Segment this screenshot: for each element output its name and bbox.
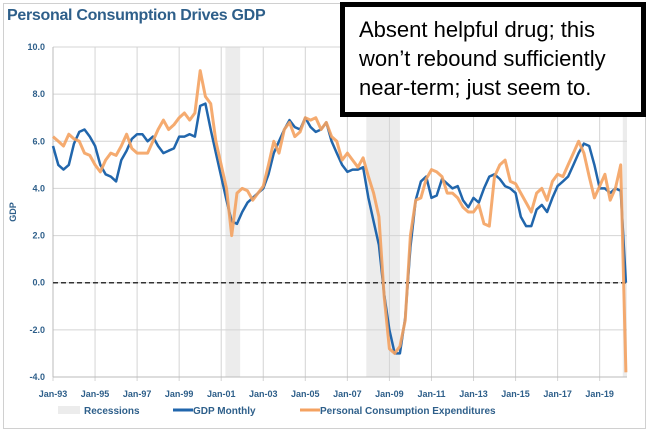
legend-pce-label: Personal Consumption Expenditures xyxy=(320,406,496,417)
legend-gdp-label: GDP Monthly xyxy=(193,406,256,417)
x-tick-label: Jan-03 xyxy=(249,389,278,399)
x-tick-label: Jan-09 xyxy=(375,389,404,399)
x-tick-label: Jan-15 xyxy=(501,389,530,399)
x-tick-label: Jan-93 xyxy=(39,389,68,399)
x-tick-label: Jan-01 xyxy=(207,389,236,399)
y-tick-label: 8.0 xyxy=(32,89,45,99)
y-tick-label: 10.0 xyxy=(27,42,45,52)
y-tick-label: 4.0 xyxy=(32,183,45,193)
x-tick-label: Jan-99 xyxy=(165,389,194,399)
recession-band xyxy=(225,47,241,377)
annotation-box: Absent helpful drug; this won’t rebound … xyxy=(340,2,646,117)
legend-recessions-label: Recessions xyxy=(84,406,140,417)
x-tick-label: Jan-07 xyxy=(333,389,362,399)
y-tick-label: 0.0 xyxy=(32,278,45,288)
y-tick-label: -4.0 xyxy=(29,372,45,382)
legend-recessions-swatch xyxy=(58,406,80,414)
gdp-series-line xyxy=(51,102,628,355)
x-tick-label: Jan-11 xyxy=(417,389,445,399)
annotation-line: near-term; just seem to. xyxy=(359,75,592,100)
pce-series-line xyxy=(52,69,628,373)
x-tick-label: Jan-13 xyxy=(459,389,488,399)
x-tick-label: Jan-95 xyxy=(81,389,110,399)
y-tick-label: 2.0 xyxy=(32,231,45,241)
annotation-line: won’t rebound sufficiently xyxy=(359,46,606,71)
y-axis-label: GDP xyxy=(8,202,18,222)
chart-frame xyxy=(3,3,646,429)
y-tick-label: -2.0 xyxy=(29,325,45,335)
x-tick-label: Jan-17 xyxy=(543,389,572,399)
y-tick-label: 6.0 xyxy=(32,136,45,146)
chart-title: Personal Consumption Drives GDP xyxy=(7,7,266,24)
x-tick-label: Jan-05 xyxy=(291,389,320,399)
annotation-line: Absent helpful drug; this xyxy=(359,17,596,42)
recession-band xyxy=(622,47,627,377)
x-tick-label: Jan-97 xyxy=(123,389,152,399)
x-tick-label: Jan-19 xyxy=(585,389,614,399)
